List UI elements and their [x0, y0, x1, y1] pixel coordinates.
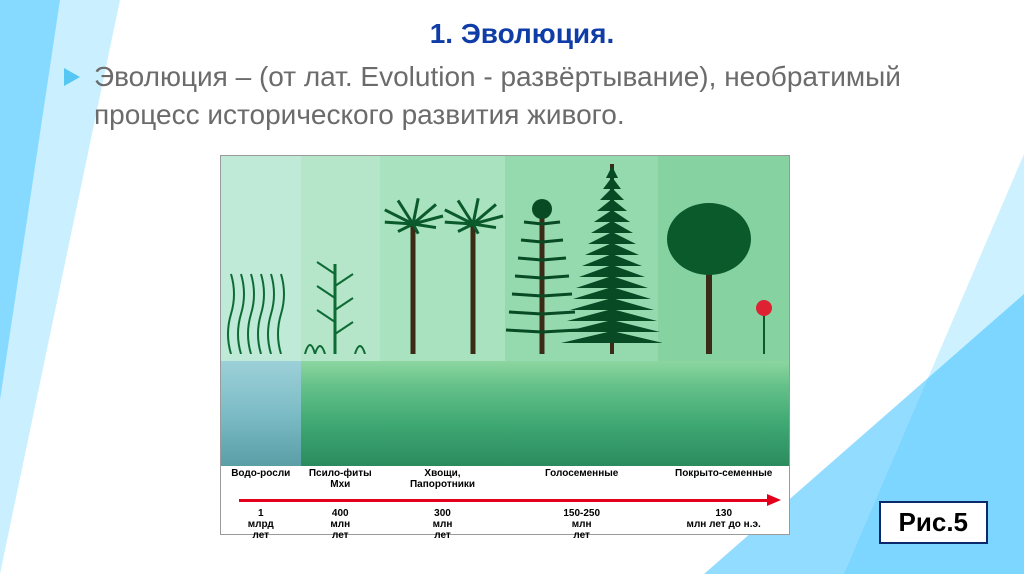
- definition-body: Эволюция – (от лат. Evolution - развёрты…: [94, 61, 901, 130]
- evolution-diagram: Водо-рослиПсило-фитыМхиХвощи,Папоротники…: [220, 155, 790, 535]
- time-label: 400млнлет: [301, 508, 381, 541]
- slide-title: 1. Эволюция.: [60, 18, 984, 50]
- slide: 1. Эволюция. Эволюция – (от лат. Evoluti…: [0, 0, 1024, 574]
- era-label: Псило-фитыМхи: [301, 468, 381, 490]
- bullet-arrow-icon: [64, 68, 80, 86]
- plant-psilophyte: [300, 234, 380, 359]
- timeline-arrow: [239, 499, 771, 502]
- era-label: Водо-росли: [221, 468, 301, 479]
- figure-label: Рис.5: [879, 501, 988, 544]
- time-label: 130млн лет до н.э.: [658, 508, 789, 530]
- plant-ferns: [373, 184, 513, 359]
- era-label: Покрыто-семенные: [658, 468, 789, 479]
- time-label: 300млнлет: [380, 508, 505, 541]
- definition-text: Эволюция – (от лат. Evolution - развёрты…: [94, 58, 984, 134]
- water-soil: [221, 361, 301, 466]
- time-label: 1млрдлет: [221, 508, 301, 541]
- plant-conifers: [502, 154, 662, 359]
- ground: [221, 361, 789, 466]
- plant-algae: [221, 254, 301, 359]
- era-label: Хвощи,Папоротники: [380, 468, 505, 490]
- era-label: Голосеменные: [505, 468, 658, 479]
- plant-angiosperm: [654, 184, 794, 359]
- time-label: 150-250млнлет: [505, 508, 658, 541]
